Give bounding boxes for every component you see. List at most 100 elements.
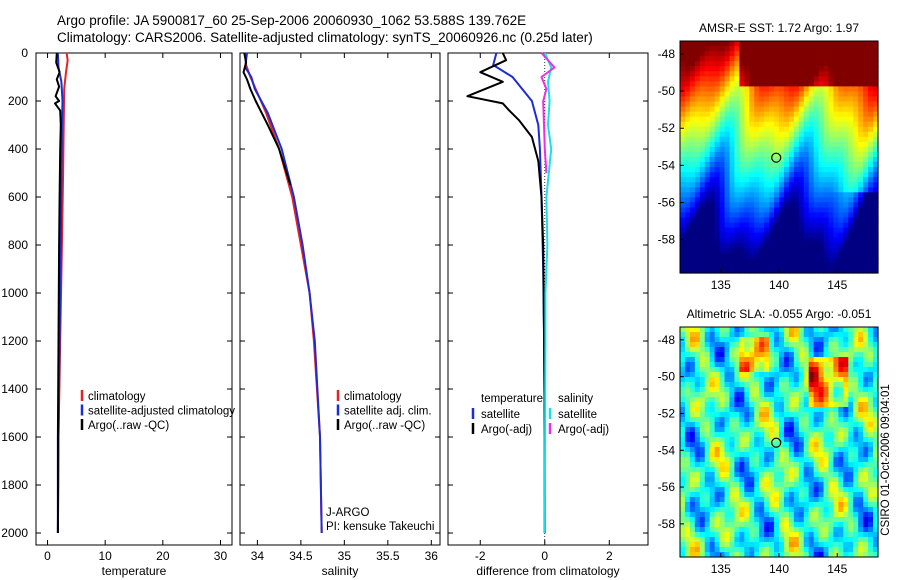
map-cell bbox=[684, 377, 691, 383]
map-cell bbox=[779, 242, 785, 249]
map-cell bbox=[744, 91, 750, 98]
map-cell bbox=[774, 242, 780, 249]
map-cell bbox=[699, 182, 706, 188]
map-cell bbox=[719, 96, 726, 103]
map-cell bbox=[803, 217, 810, 224]
map-cell bbox=[689, 402, 696, 408]
map-cell bbox=[793, 222, 800, 229]
map-cell bbox=[774, 462, 780, 468]
map-cell bbox=[739, 542, 745, 548]
map-cell bbox=[848, 532, 854, 538]
map-cell bbox=[724, 552, 731, 558]
map-cell bbox=[699, 452, 706, 458]
map-cell bbox=[744, 457, 750, 463]
map-cell bbox=[724, 91, 731, 98]
map-cell bbox=[868, 472, 874, 478]
map-cell bbox=[828, 237, 835, 244]
map-cell bbox=[853, 96, 859, 103]
map-cell bbox=[833, 227, 839, 234]
map-cell bbox=[843, 442, 849, 448]
map-cell bbox=[838, 482, 844, 488]
map-cell bbox=[779, 512, 785, 518]
map-cell bbox=[803, 242, 810, 249]
map-cell bbox=[769, 267, 775, 274]
map-cell bbox=[818, 182, 825, 188]
map-cell bbox=[823, 262, 830, 269]
map-cell bbox=[739, 412, 745, 418]
map-cell bbox=[798, 402, 805, 408]
map-cell bbox=[783, 457, 790, 463]
map-cell bbox=[769, 477, 775, 483]
map-cell bbox=[759, 522, 765, 528]
map-cell bbox=[779, 157, 785, 163]
map-cell bbox=[680, 512, 686, 518]
map-cell bbox=[853, 507, 859, 513]
map-cell bbox=[719, 497, 726, 503]
map-cell bbox=[734, 547, 740, 553]
map-cell bbox=[853, 242, 859, 249]
map-cell bbox=[853, 46, 859, 52]
map-cell bbox=[749, 131, 755, 138]
map-cell bbox=[838, 252, 844, 259]
map-cell bbox=[803, 116, 810, 123]
map-cell bbox=[843, 472, 849, 478]
map-cell bbox=[749, 362, 755, 368]
map-cell bbox=[754, 342, 760, 348]
map-cell bbox=[719, 232, 726, 239]
map-cell bbox=[818, 472, 825, 478]
map-cell bbox=[734, 41, 740, 47]
map-cell bbox=[759, 71, 765, 77]
map-cell bbox=[749, 512, 755, 518]
map-cell bbox=[818, 126, 825, 133]
map-cell bbox=[823, 257, 830, 264]
map-cell bbox=[863, 407, 869, 413]
map-cell bbox=[704, 237, 711, 244]
map-cell bbox=[684, 472, 691, 478]
map-cell bbox=[694, 407, 701, 413]
map-cell bbox=[714, 342, 721, 348]
y-tick-label: 1600 bbox=[1, 430, 28, 444]
map-cell bbox=[848, 417, 854, 423]
map-cell bbox=[873, 172, 879, 178]
argo-location-marker bbox=[771, 437, 782, 448]
map-cell bbox=[699, 106, 706, 113]
map-cell bbox=[783, 547, 790, 553]
map-cell bbox=[680, 472, 686, 478]
map-cell bbox=[739, 111, 745, 118]
map-cell bbox=[744, 96, 750, 103]
map-cell bbox=[803, 222, 810, 229]
map-cell bbox=[709, 106, 716, 113]
map-cell bbox=[739, 66, 745, 72]
map-cell bbox=[684, 402, 691, 408]
map-cell bbox=[873, 442, 879, 448]
map-cell bbox=[853, 252, 859, 259]
map-cell bbox=[828, 172, 835, 178]
map-cell bbox=[714, 392, 721, 398]
map-cell bbox=[873, 532, 879, 538]
map-cell bbox=[779, 447, 785, 453]
map-cell bbox=[838, 337, 844, 343]
map-cell bbox=[798, 131, 805, 138]
map-cell bbox=[774, 56, 780, 62]
map-cell bbox=[783, 477, 790, 483]
map-cell bbox=[798, 447, 805, 453]
map-cell bbox=[853, 192, 859, 198]
map-cell bbox=[774, 367, 780, 373]
map-cell bbox=[709, 257, 716, 264]
map-cell bbox=[848, 162, 854, 168]
map-cell bbox=[788, 352, 795, 358]
map-cell bbox=[843, 457, 849, 463]
map-cell bbox=[694, 262, 701, 269]
map-cell bbox=[813, 212, 820, 219]
map-cell bbox=[754, 182, 760, 188]
map-cell bbox=[833, 151, 839, 158]
map-cell bbox=[863, 507, 869, 513]
map-cell bbox=[754, 372, 760, 378]
map-cell bbox=[803, 492, 810, 498]
map-cell bbox=[704, 412, 711, 418]
map-cell bbox=[783, 101, 790, 108]
map-cell bbox=[704, 151, 711, 158]
map-cell bbox=[694, 232, 701, 239]
map-cell bbox=[873, 66, 879, 72]
map-cell bbox=[828, 432, 835, 438]
